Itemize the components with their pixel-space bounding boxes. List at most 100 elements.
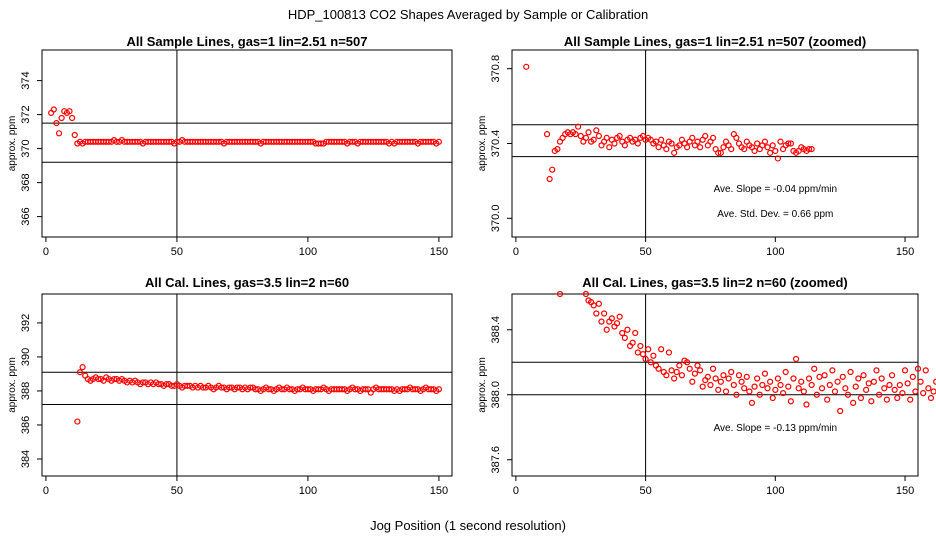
data-point — [881, 385, 888, 392]
y-tick-label: 370 — [20, 139, 32, 157]
data-point — [543, 131, 551, 138]
data-point — [606, 144, 613, 151]
y-tick-label: 386 — [20, 416, 32, 434]
data-point — [575, 123, 582, 130]
data-point — [554, 146, 561, 153]
data-point — [616, 313, 623, 320]
data-point — [865, 380, 872, 387]
data-point — [754, 140, 761, 147]
data-point — [927, 394, 935, 402]
data-point — [896, 381, 903, 389]
data-point — [173, 138, 181, 145]
data-point — [813, 391, 820, 398]
data-point — [730, 381, 737, 389]
data-point — [761, 138, 769, 145]
data-point — [572, 131, 579, 138]
data-point — [634, 349, 641, 356]
data-point — [595, 300, 603, 307]
data-point — [307, 138, 314, 145]
data-point — [829, 367, 836, 374]
data-point — [741, 146, 748, 153]
data-point — [852, 383, 859, 390]
data-point — [741, 385, 748, 392]
data-point — [738, 378, 745, 385]
data-point — [74, 418, 81, 425]
y-tick-label: 370.8 — [490, 55, 502, 83]
data-point — [658, 136, 665, 143]
data-point — [728, 146, 735, 153]
data-point — [200, 384, 207, 391]
data-point — [590, 136, 597, 143]
data-point — [920, 390, 927, 397]
data-point — [772, 386, 779, 393]
data-point — [349, 138, 356, 145]
data-point — [663, 372, 670, 379]
data-point — [624, 326, 631, 333]
data-point — [435, 138, 443, 145]
data-point — [779, 390, 787, 397]
x-tick-label: 100 — [766, 246, 784, 258]
data-point — [800, 388, 807, 395]
x-tick-label: 150 — [430, 485, 448, 497]
data-point — [637, 342, 644, 350]
data-point — [922, 367, 929, 374]
data-point — [600, 310, 608, 317]
data-point — [650, 352, 657, 359]
data-point — [875, 391, 883, 398]
panel-2: All Sample Lines, gas=1 lin=2.51 n=507 (… — [477, 34, 919, 258]
data-point — [338, 386, 346, 393]
x-tick-label: 0 — [513, 485, 519, 497]
data-point — [226, 384, 233, 391]
data-point — [351, 386, 359, 393]
data-point — [821, 372, 828, 379]
data-point — [278, 386, 285, 393]
x-tick-label: 100 — [766, 485, 784, 497]
data-point — [748, 399, 756, 406]
data-point — [842, 385, 849, 392]
data-point — [759, 381, 766, 389]
data-point — [888, 372, 896, 379]
data-point — [878, 375, 885, 382]
x-tick-label: 50 — [171, 246, 183, 258]
data-point — [774, 375, 782, 382]
data-point — [603, 134, 610, 141]
data-point — [590, 302, 597, 309]
data-point — [709, 134, 717, 141]
data-point — [717, 149, 724, 156]
panel-title: All Sample Lines, gas=1 lin=2.51 n=507 — [127, 34, 368, 49]
data-point — [655, 144, 662, 151]
data-point — [785, 383, 792, 390]
data-point — [69, 114, 76, 122]
data-point — [847, 368, 854, 376]
data-point — [582, 290, 590, 298]
data-point — [163, 381, 170, 388]
data-point — [811, 365, 818, 372]
data-point — [608, 315, 615, 322]
y-tick-label: 370.0 — [490, 205, 502, 233]
data-point — [728, 368, 735, 376]
data-point — [787, 398, 794, 405]
data-point — [917, 378, 924, 385]
plot-frame — [41, 49, 453, 238]
x-tick-label: 0 — [43, 485, 49, 497]
data-point — [652, 138, 660, 145]
data-point — [735, 372, 743, 379]
data-point — [805, 146, 813, 153]
data-point — [53, 119, 60, 127]
data-point — [655, 365, 662, 372]
data-point — [134, 138, 141, 145]
data-point — [663, 146, 670, 153]
data-point — [165, 138, 173, 145]
y-axis-label: approx. ppm — [7, 116, 18, 172]
annotation: Ave. Std. Dev. = 0.66 ppm — [717, 209, 833, 220]
panels: All Sample Lines, gas=1 lin=2.51 n=507 0 5… — [7, 34, 936, 497]
data-point — [785, 140, 792, 147]
data-point — [930, 388, 936, 395]
data-point — [805, 375, 813, 382]
data-point — [139, 379, 146, 386]
x-tick-label: 50 — [171, 485, 183, 497]
x-tick-label: 0 — [43, 246, 49, 258]
data-point — [782, 368, 789, 376]
data-point — [632, 329, 639, 337]
data-point — [777, 381, 784, 389]
